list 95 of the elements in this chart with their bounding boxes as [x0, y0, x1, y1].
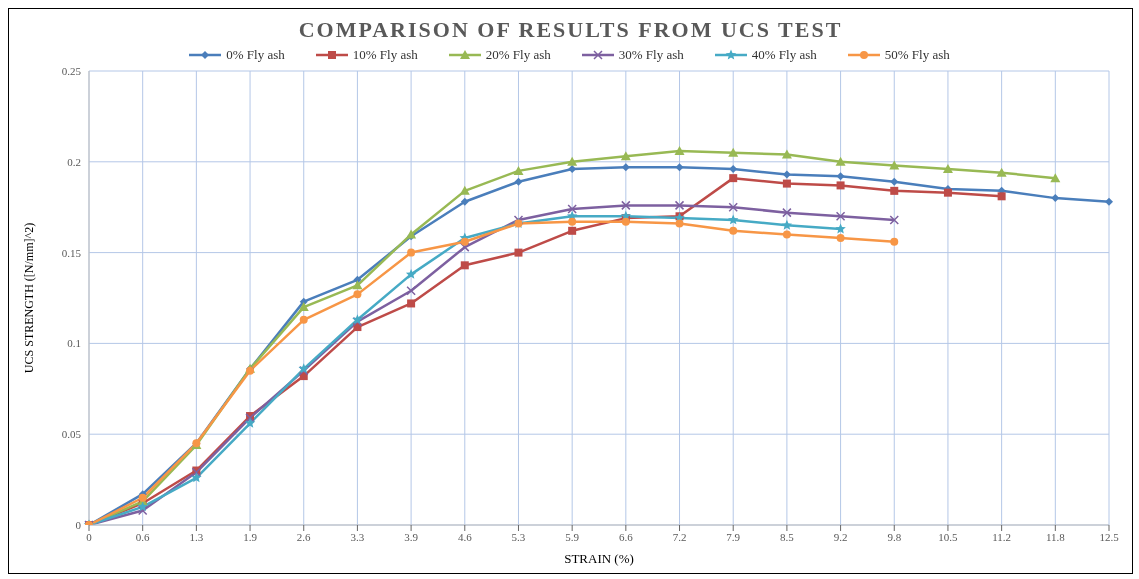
legend-label: 50% Fly ash: [884, 47, 950, 63]
point: [835, 223, 846, 234]
point: [299, 315, 308, 324]
x-tick-label: 9.2: [833, 530, 848, 543]
point: [728, 202, 738, 212]
point: [835, 211, 846, 222]
point: [1050, 173, 1061, 183]
point: [459, 185, 470, 195]
point: [244, 417, 256, 428]
x-tick-label: 10.5: [938, 530, 959, 543]
x-tick-label: 2.6: [296, 530, 312, 543]
x-tick-label: 5.3: [511, 530, 526, 543]
point: [568, 217, 577, 226]
point: [460, 237, 469, 246]
x-tick-label: 1.3: [189, 530, 204, 543]
x-tick-label: 11.8: [1045, 530, 1066, 543]
point: [567, 204, 577, 214]
legend-label: 20% Fly ash: [485, 47, 551, 63]
point: [836, 234, 845, 243]
point: [889, 160, 900, 170]
x-tick-label: 3.9: [404, 530, 419, 543]
x-tick-label: 11.2: [992, 530, 1012, 543]
point: [836, 181, 845, 190]
point: [460, 242, 470, 252]
point: [835, 156, 846, 166]
point: [728, 147, 739, 157]
legend-label: 30% Fly ash: [618, 47, 684, 63]
point: [1105, 197, 1113, 206]
point: [997, 192, 1006, 201]
point: [781, 149, 792, 159]
y-tick-label: 0.25: [61, 64, 82, 77]
point: [352, 280, 363, 290]
point: [460, 261, 469, 270]
point: [890, 237, 899, 246]
x-tick-label: 0: [86, 530, 93, 543]
point: [781, 219, 793, 230]
point: [727, 214, 739, 225]
point: [567, 156, 578, 166]
point: [298, 302, 309, 312]
point: [890, 177, 899, 186]
x-tick-label: 7.9: [726, 530, 741, 543]
point: [729, 226, 738, 235]
point: [674, 145, 685, 155]
legend-label: 10% Fly ash: [352, 47, 418, 63]
point: [405, 268, 417, 279]
chart-title: COMPARISON OF RESULTS FROM UCS TEST: [297, 16, 844, 43]
x-tick-label: 6.6: [618, 530, 634, 543]
x-tick-label: 8.5: [780, 530, 795, 543]
point: [942, 164, 953, 174]
x-tick-label: 3.3: [350, 530, 365, 543]
point: [137, 501, 148, 512]
point: [514, 177, 523, 186]
x-axis-title: STRAIN (%): [564, 551, 634, 566]
y-tick-label: 0.15: [61, 246, 82, 259]
y-axis-title: UCS STRENGTH ([N/mm]^2): [22, 222, 37, 374]
point: [513, 165, 524, 175]
point: [137, 505, 148, 516]
point: [782, 170, 791, 179]
point: [836, 172, 845, 181]
point: [675, 219, 684, 228]
point: [674, 200, 685, 211]
x-tick-label: 5.9: [565, 530, 580, 543]
point: [782, 230, 791, 239]
point: [621, 200, 631, 211]
y-tick-label: 0.05: [61, 428, 82, 441]
y-tick-label: 0.1: [67, 337, 81, 350]
point: [407, 248, 416, 257]
point: [729, 165, 738, 174]
x-tick-label: 9.8: [887, 530, 902, 543]
point: [782, 179, 791, 188]
point: [996, 167, 1007, 177]
x-tick-label: 1.9: [243, 530, 258, 543]
x-tick-label: 12.5: [1099, 530, 1120, 543]
legend-label: 0% Fly ash: [226, 47, 285, 63]
point: [191, 472, 202, 483]
legend-label: 40% Fly ash: [751, 47, 817, 63]
y-tick-label: 0.2: [67, 155, 81, 168]
point: [568, 226, 577, 235]
point: [514, 248, 523, 257]
point: [621, 163, 630, 172]
point: [353, 290, 362, 299]
point: [406, 285, 416, 296]
x-tick-label: 0.6: [135, 530, 151, 543]
point: [890, 186, 899, 195]
x-tick-label: 4.6: [457, 530, 473, 543]
point: [460, 197, 469, 206]
point: [729, 174, 738, 183]
x-tick-label: 7.2: [672, 530, 687, 543]
point: [1051, 194, 1060, 203]
point: [889, 215, 900, 225]
point: [407, 299, 416, 308]
y-tick-label: 0: [75, 518, 82, 531]
point: [782, 207, 792, 218]
point: [675, 163, 684, 172]
point: [620, 151, 631, 161]
